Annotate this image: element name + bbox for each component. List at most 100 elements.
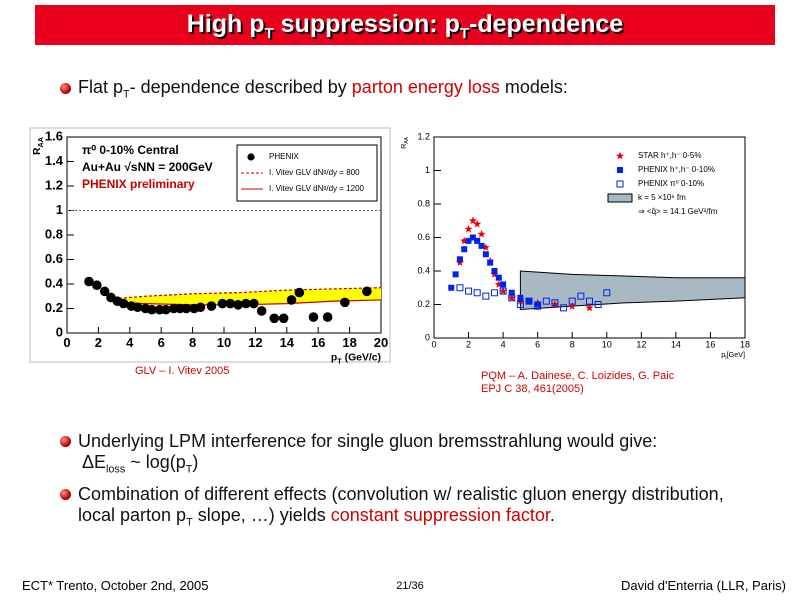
marker (181, 303, 192, 314)
marker (448, 284, 455, 291)
marker (534, 301, 541, 308)
marker (456, 256, 463, 263)
x-tick-label: 14 (671, 340, 681, 350)
model-line (114, 287, 382, 300)
marker (478, 242, 485, 249)
legend-label: k = 5 ×10⁶ fm (638, 193, 686, 202)
text-piece: T (186, 516, 193, 529)
marker (241, 298, 251, 309)
y-tick-label: 0 (425, 332, 430, 342)
marker (460, 236, 469, 245)
y-tick-label: 0.6 (45, 251, 63, 266)
x-tick-label: 4 (501, 340, 506, 350)
text-piece: T (264, 25, 274, 42)
x-tick-label: 16 (311, 335, 325, 350)
text-piece: t (725, 355, 727, 361)
x-tick-label: 14 (280, 335, 295, 350)
marker (217, 298, 228, 309)
marker (551, 299, 559, 307)
marker (294, 287, 305, 298)
marker (452, 271, 459, 278)
marker (286, 295, 297, 305)
y-tick-label: 1.6 (45, 128, 63, 143)
x-tick-label: 18 (342, 335, 356, 350)
marker (517, 294, 524, 301)
marker (225, 298, 236, 309)
x-tick-label: 20 (374, 335, 388, 350)
marker (92, 280, 102, 291)
y-tick-label: 0.4 (45, 275, 64, 290)
marker (551, 300, 559, 308)
text-piece: T (337, 357, 342, 366)
marker (322, 312, 333, 322)
marker (308, 312, 319, 322)
x-axis-label: pt[GeV] (721, 350, 745, 361)
marker (340, 297, 350, 308)
text-piece: loss (106, 463, 126, 476)
y-tick-label: 1.4 (45, 153, 64, 168)
marker (482, 292, 490, 300)
x-tick-label: 0 (431, 340, 436, 350)
marker (465, 237, 472, 244)
marker (577, 292, 585, 300)
marker (586, 297, 593, 305)
text-piece: parton energy loss (351, 77, 500, 97)
annotation: PHENIX preliminary (82, 177, 195, 191)
marker (617, 167, 623, 173)
marker (256, 306, 267, 316)
footer-left: ECT* Trento, October 2nd, 2005 (22, 578, 209, 593)
marker (456, 284, 464, 292)
marker (473, 219, 482, 228)
marker (616, 180, 624, 188)
marker (461, 246, 468, 253)
marker (249, 298, 259, 309)
marker (500, 281, 507, 288)
text-piece: AA (36, 136, 45, 147)
marker (516, 301, 524, 308)
text-piece: [GeV] (727, 350, 745, 359)
y-tick-label: 1 (425, 165, 430, 175)
text-piece: Combination of different effects (convol… (78, 484, 724, 525)
y-tick-label: 0.8 (45, 226, 63, 241)
footer-center: 21/36 (396, 580, 424, 592)
x-tick-label: 8 (189, 335, 196, 350)
marker (568, 302, 577, 310)
text-piece: R (32, 147, 43, 155)
marker (468, 216, 477, 225)
marker (132, 302, 143, 313)
marker (487, 259, 494, 266)
marker (525, 297, 533, 305)
text-piece: . (549, 505, 555, 525)
x-tick-label: 0 (63, 335, 70, 350)
text-piece: p (331, 352, 337, 363)
marker (465, 287, 473, 295)
legend-label: PHENIX π⁰ 0-10% (638, 179, 704, 188)
marker (247, 153, 255, 161)
x-tick-label: 10 (602, 340, 612, 350)
x-tick-label: 2 (466, 340, 471, 350)
text-piece: constant suppression factor (330, 505, 550, 525)
text-piece: ~ log(p (125, 452, 186, 472)
x-tick-label: 12 (248, 335, 262, 350)
bullet: Underlying LPM interference for single g… (78, 431, 778, 481)
marker (499, 286, 508, 295)
x-tick-label: 10 (217, 335, 231, 350)
text-piece: Underlying LPM interference for single g… (78, 431, 658, 451)
marker (491, 268, 498, 274)
marker (146, 304, 157, 315)
y-tick-label: 1.2 (417, 131, 430, 141)
caption: GLV – I. Vitev 2005 (135, 365, 230, 377)
y-tick-label: 0.8 (417, 198, 430, 208)
text-piece: -dependence (469, 10, 624, 38)
y-axis-label: RAA (32, 136, 46, 155)
marker (469, 234, 476, 241)
footer-right: David d'Enterria (LLR, Paris) (620, 578, 786, 593)
text-piece: models: (499, 77, 568, 97)
marker (526, 298, 533, 305)
text-piece: p (721, 350, 725, 359)
marker (490, 289, 498, 297)
text-piece: R (399, 144, 408, 149)
marker (507, 293, 516, 302)
legend-label: I. Vitev GLV dNᵍ/dy = 1200 (269, 184, 365, 193)
